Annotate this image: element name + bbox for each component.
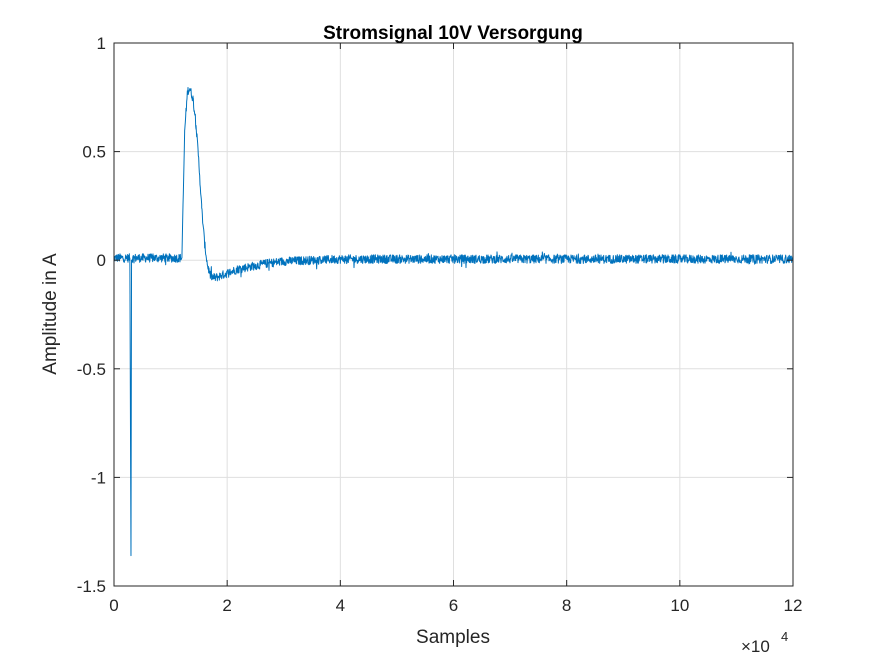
y-tick-label: -1 (91, 468, 106, 487)
x-tick-label: 4 (336, 596, 345, 615)
x-exponent-base: ×10 (741, 637, 770, 656)
y-tick-label: 1 (97, 34, 106, 53)
x-tick-labels: 0 2 4 6 8 10 12 (109, 596, 802, 615)
y-tick-label: -1.5 (77, 577, 106, 596)
series-layer (114, 87, 793, 557)
x-tick-label: 0 (109, 596, 118, 615)
x-tick-label: 6 (449, 596, 458, 615)
x-axis-label: Samples (416, 627, 490, 648)
x-exponent: ×10 4 (741, 629, 788, 656)
y-tick-label: -0.5 (77, 360, 106, 379)
x-tick-label: 2 (222, 596, 231, 615)
chart-title: Stromsignal 10V Versorgung (323, 23, 583, 44)
y-axis-label: Amplitude in A (40, 253, 61, 375)
series-line (114, 87, 793, 557)
y-tick-label: 0.5 (82, 143, 106, 162)
x-tick-label: 12 (784, 596, 803, 615)
x-tick-label: 8 (562, 596, 571, 615)
x-exponent-power: 4 (781, 629, 788, 644)
y-tick-labels: -1.5 -1 -0.5 0 0.5 1 (77, 34, 106, 596)
y-tick-label: 0 (97, 251, 106, 270)
tick-marks (113, 42, 794, 587)
x-tick-label: 10 (670, 596, 689, 615)
